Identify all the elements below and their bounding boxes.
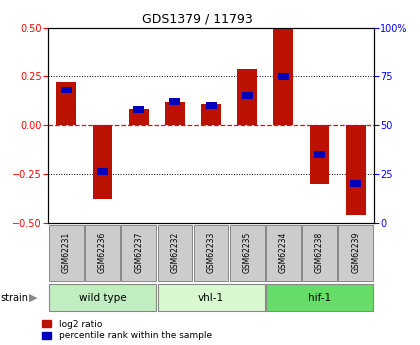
Bar [310,125,330,184]
Bar [242,92,253,99]
Bar [278,73,289,80]
Text: GSM62235: GSM62235 [243,232,252,273]
Text: strain: strain [1,293,29,303]
Bar [346,125,366,215]
FancyBboxPatch shape [302,225,337,280]
Bar [237,69,257,125]
Text: GSM62236: GSM62236 [98,232,107,273]
Bar [314,151,325,158]
FancyBboxPatch shape [194,225,228,280]
FancyBboxPatch shape [85,225,120,280]
Text: GSM62239: GSM62239 [351,232,360,273]
Text: vhl-1: vhl-1 [198,293,224,303]
Text: GSM62231: GSM62231 [62,232,71,273]
Bar [97,168,108,175]
Text: hif-1: hif-1 [308,293,331,303]
FancyBboxPatch shape [266,225,301,280]
Bar [273,28,293,125]
Text: GSM62237: GSM62237 [134,232,143,273]
Text: wild type: wild type [79,293,126,303]
Bar [169,98,180,105]
FancyBboxPatch shape [49,225,84,280]
Bar [201,104,221,125]
Legend: log2 ratio, percentile rank within the sample: log2 ratio, percentile rank within the s… [42,320,212,341]
Bar [129,109,149,125]
Bar [61,87,72,93]
FancyBboxPatch shape [339,225,373,280]
Bar [165,102,185,125]
FancyBboxPatch shape [230,225,265,280]
FancyBboxPatch shape [158,225,192,280]
Bar [205,102,217,109]
Text: GSM62233: GSM62233 [207,232,215,273]
FancyBboxPatch shape [49,284,156,311]
Text: GSM62232: GSM62232 [171,232,179,273]
FancyBboxPatch shape [158,284,265,311]
Bar [56,82,76,125]
Text: ▶: ▶ [29,293,37,303]
FancyBboxPatch shape [266,284,373,311]
Text: GSM62234: GSM62234 [279,232,288,273]
Text: GDS1379 / 11793: GDS1379 / 11793 [142,12,253,25]
Bar [133,106,144,113]
FancyBboxPatch shape [121,225,156,280]
Text: GSM62238: GSM62238 [315,232,324,273]
Bar [92,125,113,199]
Bar [350,180,361,187]
